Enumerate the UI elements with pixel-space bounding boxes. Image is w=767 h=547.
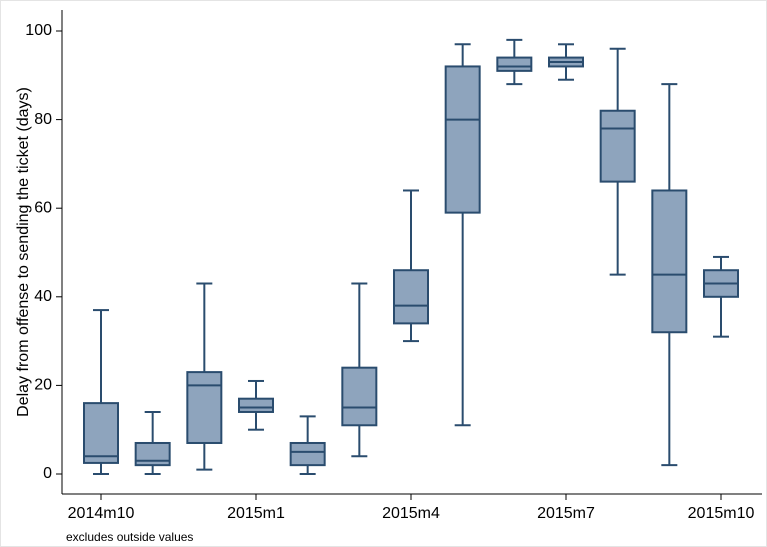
box <box>599 109 636 183</box>
box <box>238 397 274 413</box>
x-tick-label: 2014m10 <box>68 505 135 522</box>
x-tick-label: 2015m10 <box>688 505 755 522</box>
box <box>289 441 326 467</box>
y-tick-label: 0 <box>43 465 52 482</box>
x-tick-label: 2015m7 <box>537 505 595 522</box>
box <box>186 371 223 444</box>
box <box>83 402 119 464</box>
y-tick-label: 40 <box>34 288 52 305</box>
box <box>444 65 481 214</box>
box <box>496 56 533 72</box>
box <box>651 189 688 334</box>
note: excludes outside values <box>66 530 193 544</box>
y-tick-label: 80 <box>34 111 52 128</box>
box <box>134 441 171 467</box>
y-tick-label: 100 <box>25 22 52 39</box>
x-tick-label: 2015m4 <box>382 505 440 522</box>
box <box>341 366 378 427</box>
x-tick-label: 2015m1 <box>227 505 285 522</box>
box <box>393 269 429 325</box>
y-axis-label: Delay from offense to sending the ticket… <box>15 87 32 417</box>
y-tick-label: 60 <box>34 199 52 216</box>
y-tick-label: 20 <box>34 377 52 394</box>
